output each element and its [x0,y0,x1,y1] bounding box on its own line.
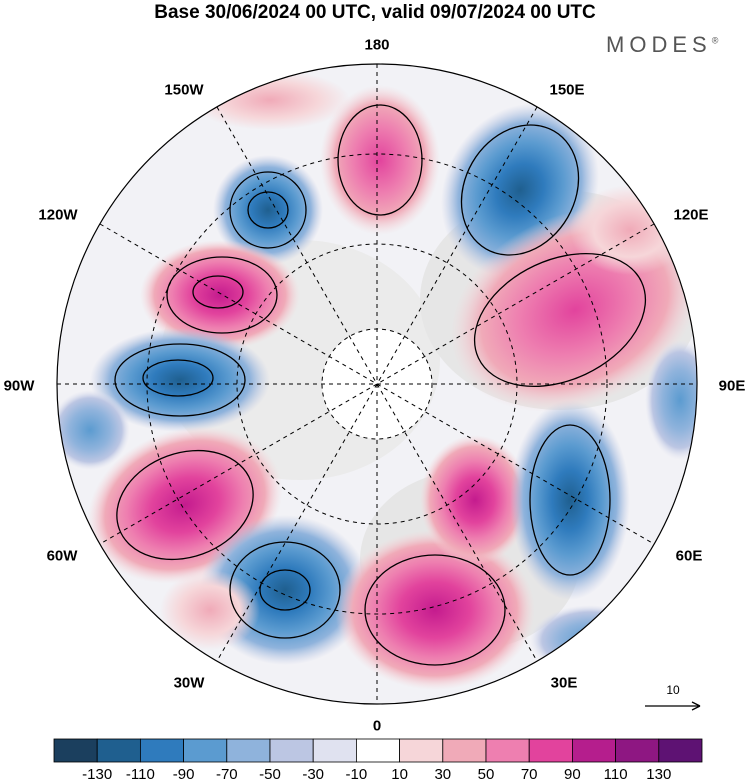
lon-label-90e: 90E [718,377,746,395]
lon-label-180: 180 [364,36,390,54]
colorbar-tick-label: 70 [520,766,538,783]
positive-anomaly [335,530,535,690]
colorbar-tick-label: -50 [259,766,281,783]
negative-anomaly [645,340,697,460]
lon-label-30w: 30W [173,674,205,692]
map-title: Base 30/06/2024 00 UTC, valid 09/07/2024… [154,2,596,23]
colorbar-swatch [442,738,487,763]
colorbar-tick-label: 10 [391,766,408,783]
colorbar-swatch [658,738,703,763]
positive-anomaly [420,435,530,565]
colorbar-swatch [183,738,228,763]
lon-label-150e: 150E [549,81,585,99]
colorbar-swatch [96,738,141,763]
colorbar-swatch [485,738,530,763]
graticule [57,64,697,704]
streamlines [114,104,647,666]
colorbar-tick-label: -70 [215,766,238,783]
lon-label-90w: 90W [3,377,35,395]
map-boundary [56,63,698,705]
lon-label-60e: 60E [675,547,703,565]
colorbar-swatch [399,738,444,763]
colorbar-tick-label: 50 [477,766,495,783]
reference-vector [645,701,701,711]
colorbar-tick-label: 90 [564,766,581,783]
colorbar-tick-label: 110 [603,766,628,783]
negative-anomaly [57,390,130,470]
lon-label-60w: 60W [46,547,78,565]
lon-label-0: 0 [372,717,382,735]
modes-logo: MODES® [606,32,719,57]
colorbar-swatch [528,738,573,763]
lon-label-30e: 30E [550,674,578,692]
reference-vector-label: 10 [666,683,680,697]
colorbar-swatch [615,738,660,763]
lon-label-120w: 120W [38,206,78,224]
negative-anomaly [510,400,630,600]
colorbar-tick-label: 30 [434,766,452,783]
colorbar-tick-label: 130 [646,766,672,783]
colorbar-tick-label: -10 [345,766,368,783]
colorbar-swatch [53,738,98,763]
lon-label-150w: 150W [164,81,204,99]
colorbar-tick-label: -90 [172,766,195,783]
colorbar-swatch [355,738,400,763]
colorbar [53,738,703,763]
lon-label-120e: 120E [673,206,709,224]
positive-anomaly [160,570,260,650]
colorbar-swatch [572,738,617,763]
negative-anomaly [213,155,323,265]
positive-anomaly [190,70,350,130]
negative-anomaly [530,605,650,675]
colorbar-tick-label: -30 [302,766,325,783]
colorbar-tick-label: -110 [125,766,155,783]
colorbar-swatch [226,738,271,763]
colorbar-swatch [312,738,357,763]
anomaly-field [57,64,697,704]
colorbar-tick-label: -130 [82,766,113,783]
colorbar-swatch [269,738,314,763]
colorbar-swatch [139,738,184,763]
